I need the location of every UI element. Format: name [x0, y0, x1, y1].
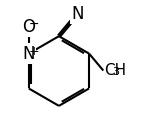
Text: O: O — [22, 18, 35, 36]
Text: N: N — [72, 5, 84, 23]
Text: +: + — [29, 45, 40, 58]
Text: CH: CH — [104, 63, 126, 78]
Text: −: − — [29, 18, 40, 31]
Text: N: N — [22, 45, 35, 63]
Text: 3: 3 — [112, 67, 119, 77]
